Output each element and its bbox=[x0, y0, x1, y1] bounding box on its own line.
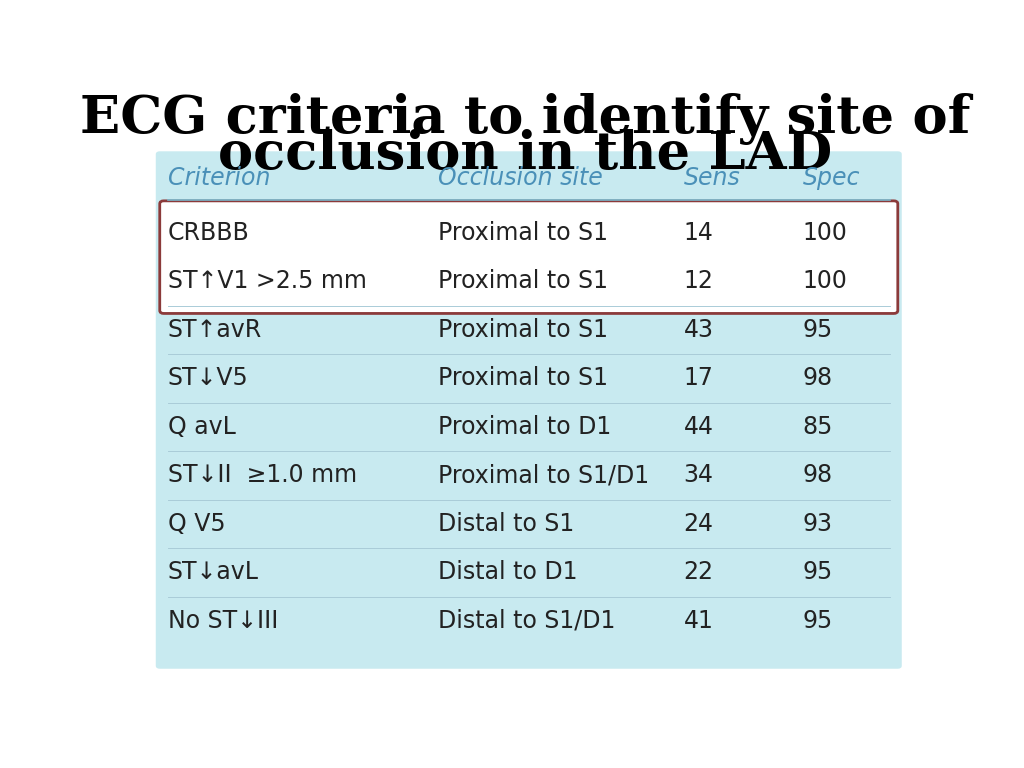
Text: 43: 43 bbox=[684, 318, 714, 342]
Text: 100: 100 bbox=[803, 270, 848, 293]
Text: 95: 95 bbox=[803, 561, 833, 584]
Text: Proximal to S1: Proximal to S1 bbox=[437, 221, 607, 245]
Text: Proximal to S1: Proximal to S1 bbox=[437, 366, 607, 390]
Text: 95: 95 bbox=[803, 318, 833, 342]
Text: 98: 98 bbox=[803, 366, 833, 390]
Text: 34: 34 bbox=[684, 463, 714, 488]
Text: Proximal to S1: Proximal to S1 bbox=[437, 270, 607, 293]
Text: 41: 41 bbox=[684, 609, 714, 633]
Text: ST↓V5: ST↓V5 bbox=[168, 366, 249, 390]
Text: ECG criteria to identify site of: ECG criteria to identify site of bbox=[80, 93, 970, 145]
Text: 24: 24 bbox=[684, 511, 714, 536]
Text: 12: 12 bbox=[684, 270, 714, 293]
Text: No ST↓III: No ST↓III bbox=[168, 609, 279, 633]
Text: Q avL: Q avL bbox=[168, 415, 236, 439]
Text: Sens: Sens bbox=[684, 166, 740, 190]
Text: occlusion in the LAD: occlusion in the LAD bbox=[218, 129, 831, 180]
Text: 93: 93 bbox=[803, 511, 833, 536]
Text: Proximal to S1/D1: Proximal to S1/D1 bbox=[437, 463, 648, 488]
Text: 85: 85 bbox=[803, 415, 833, 439]
Text: Proximal to S1: Proximal to S1 bbox=[437, 318, 607, 342]
Text: CRBBB: CRBBB bbox=[168, 221, 250, 245]
Text: Proximal to D1: Proximal to D1 bbox=[437, 415, 610, 439]
FancyBboxPatch shape bbox=[160, 201, 898, 313]
Text: 95: 95 bbox=[803, 609, 833, 633]
Text: 17: 17 bbox=[684, 366, 714, 390]
Text: ST↑V1 >2.5 mm: ST↑V1 >2.5 mm bbox=[168, 270, 367, 293]
Text: 44: 44 bbox=[684, 415, 714, 439]
Text: Distal to D1: Distal to D1 bbox=[437, 561, 577, 584]
Text: Occlusion site: Occlusion site bbox=[437, 166, 602, 190]
Text: 100: 100 bbox=[803, 221, 848, 245]
FancyBboxPatch shape bbox=[156, 151, 902, 669]
Text: ST↓II  ≥1.0 mm: ST↓II ≥1.0 mm bbox=[168, 463, 356, 488]
Text: 14: 14 bbox=[684, 221, 714, 245]
Text: Distal to S1: Distal to S1 bbox=[437, 511, 573, 536]
Text: 22: 22 bbox=[684, 561, 714, 584]
Text: ST↓avL: ST↓avL bbox=[168, 561, 259, 584]
Text: Q V5: Q V5 bbox=[168, 511, 225, 536]
Text: 98: 98 bbox=[803, 463, 833, 488]
Text: ST↑avR: ST↑avR bbox=[168, 318, 262, 342]
Text: Distal to S1/D1: Distal to S1/D1 bbox=[437, 609, 614, 633]
Text: Spec: Spec bbox=[803, 166, 860, 190]
Text: Criterion: Criterion bbox=[168, 166, 270, 190]
